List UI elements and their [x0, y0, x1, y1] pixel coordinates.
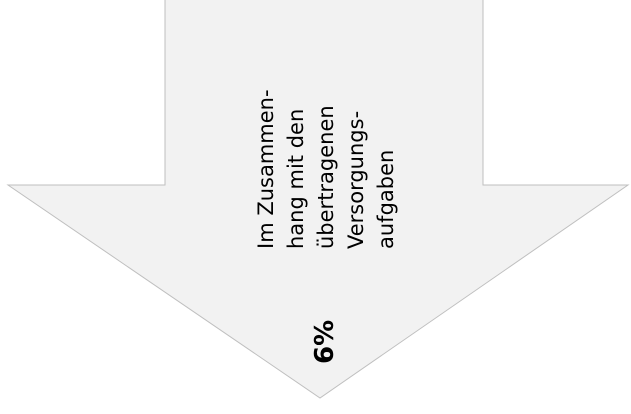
- value: 6%: [310, 320, 340, 364]
- label: Im Zusammen-hang mit den übertragenen Vers…: [254, 89, 398, 249]
- label-line: Im Zusammen-: [254, 89, 278, 249]
- down-arrow: [6, 0, 630, 399]
- label-line: Versorgungs-: [344, 111, 368, 249]
- label-line: aufgaben: [374, 150, 398, 249]
- label-line: übertragenen: [314, 105, 338, 249]
- label-line: hang mit den: [284, 109, 308, 249]
